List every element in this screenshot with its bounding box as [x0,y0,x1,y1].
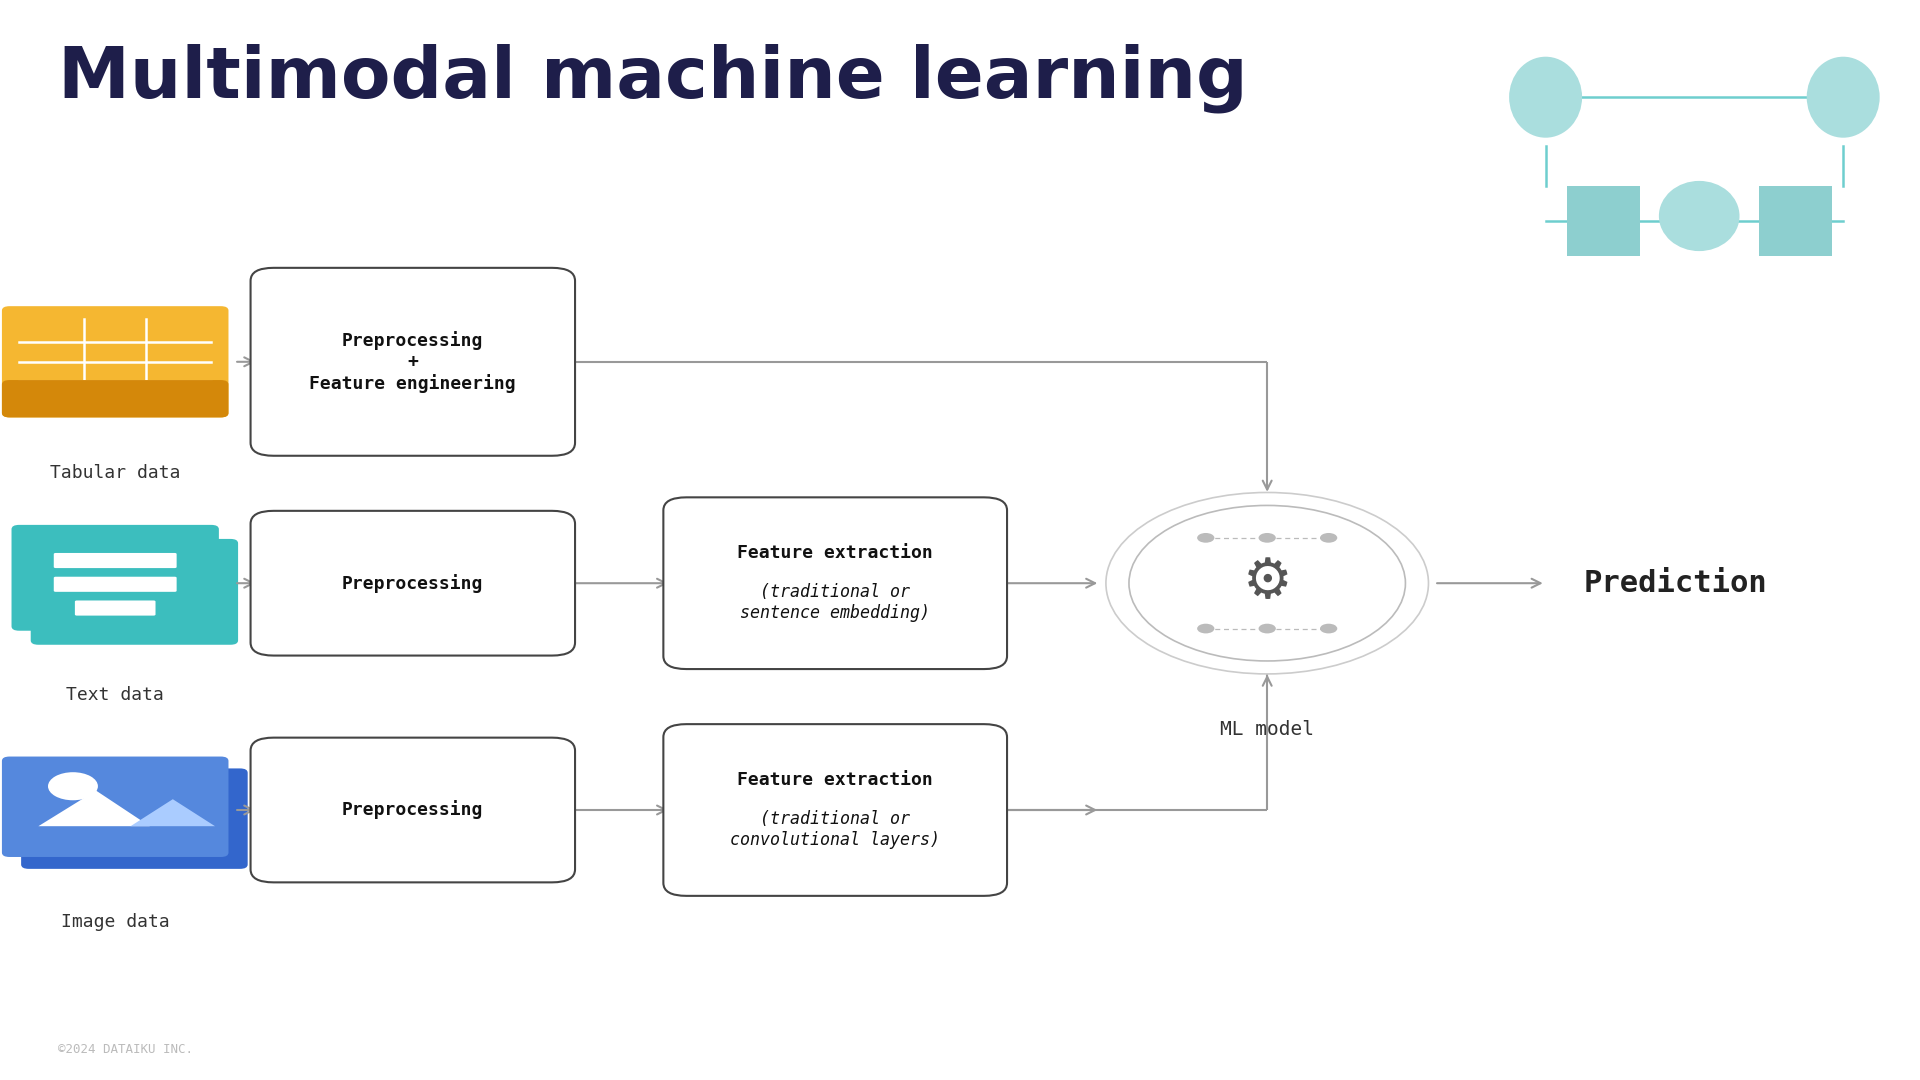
FancyBboxPatch shape [2,756,228,858]
FancyBboxPatch shape [250,511,576,656]
Text: Text data: Text data [67,686,163,704]
Ellipse shape [1509,56,1582,137]
FancyBboxPatch shape [75,600,156,616]
Text: Prediction: Prediction [1584,569,1768,597]
Circle shape [1129,505,1405,661]
Circle shape [1106,492,1428,674]
FancyBboxPatch shape [2,380,228,417]
Text: (traditional or
sentence embedding): (traditional or sentence embedding) [741,583,929,622]
Text: (traditional or
convolutional layers): (traditional or convolutional layers) [730,810,941,849]
Text: Preprocessing
+
Feature engineering: Preprocessing + Feature engineering [309,330,516,393]
Text: Tabular data: Tabular data [50,464,180,483]
Text: ©2024 DATAIKU INC.: ©2024 DATAIKU INC. [58,1043,192,1056]
FancyBboxPatch shape [2,307,228,417]
Text: Image data: Image data [61,913,169,931]
FancyBboxPatch shape [54,577,177,592]
Polygon shape [38,791,150,826]
Text: ⚙: ⚙ [1242,556,1292,610]
Bar [1759,186,1832,256]
FancyBboxPatch shape [54,553,177,568]
Circle shape [1321,534,1338,542]
Polygon shape [131,799,215,826]
FancyBboxPatch shape [31,539,238,645]
Text: Feature extraction: Feature extraction [737,544,933,562]
Circle shape [1198,623,1215,633]
FancyBboxPatch shape [21,769,248,868]
Text: Preprocessing: Preprocessing [342,573,484,593]
Circle shape [1260,623,1277,633]
FancyBboxPatch shape [662,724,1006,896]
Ellipse shape [1807,56,1880,137]
Text: ML model: ML model [1221,720,1313,740]
Circle shape [1321,623,1338,633]
Circle shape [1260,534,1277,542]
Ellipse shape [1659,180,1740,252]
Text: Multimodal machine learning: Multimodal machine learning [58,44,1248,113]
FancyBboxPatch shape [662,497,1006,669]
Text: Preprocessing: Preprocessing [342,800,484,820]
FancyBboxPatch shape [250,738,576,882]
FancyBboxPatch shape [250,268,576,456]
FancyBboxPatch shape [12,525,219,631]
Bar [1567,186,1640,256]
Circle shape [1198,534,1215,542]
Circle shape [48,772,98,800]
Text: Feature extraction: Feature extraction [737,771,933,788]
